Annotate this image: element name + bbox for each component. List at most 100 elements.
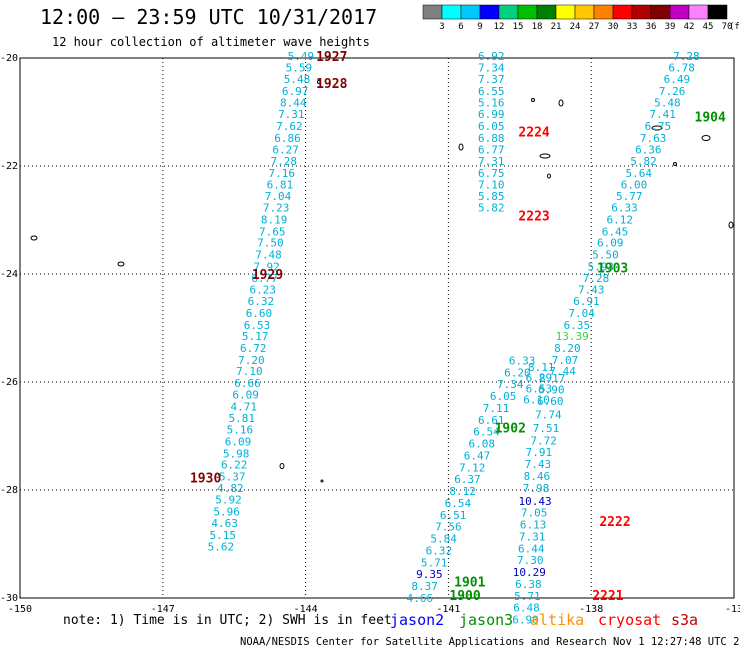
swh-label: 6.97 <box>282 85 309 98</box>
x-tick-label: -150 <box>8 604 32 615</box>
island-13 <box>320 479 324 483</box>
swh-label: 5.15 <box>210 529 237 542</box>
swh-label: 5.16 <box>227 424 254 437</box>
swh-label: 7.26 <box>659 85 686 98</box>
swh-label: 4.71 <box>230 400 257 413</box>
colorbar-swatch <box>574 4 595 20</box>
swh-label: 5.62 <box>208 541 235 554</box>
swh-label: 6.77 <box>478 143 505 156</box>
swh-label: 7.16 <box>269 167 296 180</box>
island-6 <box>558 99 564 107</box>
pass-label: 1929 <box>252 268 283 283</box>
colorbar-label: 42 <box>684 22 695 32</box>
island-1 <box>30 235 38 241</box>
swh-label: 7.44 <box>549 365 576 378</box>
swh-label: 6.10 <box>523 393 550 406</box>
swh-label: 7.34 <box>497 378 524 391</box>
swh-label: 6.61 <box>478 414 505 427</box>
swh-label: 6.54 <box>473 426 500 439</box>
colorbar-swatch <box>498 4 519 20</box>
colorbar-label: 18 <box>532 22 543 32</box>
swh-label: 6.08 <box>468 438 495 451</box>
swh-label: 7.74 <box>535 408 562 421</box>
swh-label: 4.63 <box>211 517 238 530</box>
colorbar-label: 30 <box>608 22 619 32</box>
swh-label: 7.04 <box>265 190 292 203</box>
swh-label: 6.92 <box>478 50 505 63</box>
swh-label: 7.28 <box>583 272 610 285</box>
swh-label: 7.51 <box>533 422 560 435</box>
colorbar-swatch <box>707 4 728 20</box>
swh-label: 6.48 <box>513 602 540 615</box>
pass-label: 2223 <box>518 210 549 225</box>
swh-label: 7.72 <box>530 434 557 447</box>
pass-label: 1904 <box>695 110 726 125</box>
swh-label: 6.09 <box>232 388 259 401</box>
satellite-legend-item: s3a <box>671 611 698 629</box>
pass-label: 2221 <box>592 589 623 604</box>
swh-label: 8.37 <box>411 580 438 593</box>
footer-text: NOAA/NESDIS Center for Satellite Applica… <box>240 636 740 648</box>
swh-label: 10.29 <box>513 566 546 579</box>
colorbar-swatch <box>593 4 614 20</box>
pass-label: 2222 <box>599 515 630 530</box>
swh-label: 6.55 <box>478 85 505 98</box>
swh-label: 5.93 <box>587 260 614 273</box>
colorbar-label: 12 <box>494 22 505 32</box>
swh-label: 7.43 <box>525 458 552 471</box>
swh-label: 7.10 <box>478 178 505 191</box>
island-5 <box>539 153 551 159</box>
swh-label: 5.16 <box>478 96 505 109</box>
grid <box>20 58 734 598</box>
swh-label: 7.43 <box>578 284 605 297</box>
pass-label: 1901 <box>454 575 485 590</box>
colorbar-swatch <box>536 4 557 20</box>
plot-frame <box>19 57 735 599</box>
colorbar-swatch <box>441 4 462 20</box>
swh-label: 6.09 <box>597 237 624 250</box>
swh-label: 10.43 <box>518 495 551 508</box>
swh-label: 6.60 <box>537 395 564 408</box>
swh-label: 7.28 <box>270 155 297 168</box>
swh-label: 6.20 <box>504 366 531 379</box>
swh-label: 7.34 <box>478 62 505 75</box>
swh-label: 5.71 <box>421 556 448 569</box>
pass-label: 1902 <box>495 421 526 436</box>
colorbar-label: 3 <box>439 22 444 32</box>
x-tick-label: -144 <box>294 604 318 615</box>
colorbar-swatch <box>460 4 481 20</box>
island-7 <box>531 98 535 102</box>
swh-label: 6.29 <box>526 372 553 385</box>
swh-label: 5.77 <box>616 190 643 203</box>
swh-label: 6.35 <box>564 319 591 332</box>
swh-label: 6.72 <box>240 342 267 355</box>
swh-label: 6.09 <box>225 435 252 448</box>
swh-label: 6.13 <box>520 519 547 532</box>
swh-label: 7.31 <box>278 108 305 121</box>
swh-label: 6.75 <box>478 167 505 180</box>
colorbar-label: 15 <box>513 22 524 32</box>
swh-label: 5.17 <box>242 330 269 343</box>
swh-label: 8.44 <box>280 96 307 109</box>
swh-label: 6.12 <box>607 213 634 226</box>
pass-label: 1928 <box>316 77 347 92</box>
swh-label: 6.66 <box>234 377 261 390</box>
swh-label: 7.92 <box>253 260 280 273</box>
colorbar-label: 45 <box>703 22 714 32</box>
satellite-legend-item: jason2 <box>390 611 444 629</box>
colorbar-unit: (ft) <box>729 22 740 32</box>
swh-label: 7.65 <box>259 225 286 238</box>
x-tick-label: -138 <box>579 604 603 615</box>
swh-label: 6.78 <box>668 62 695 75</box>
x-tick-label: -141 <box>436 604 460 615</box>
swh-label: 6.27 <box>272 143 299 156</box>
swh-label: 6.47 <box>464 449 491 462</box>
pass-label: 1930 <box>190 472 221 487</box>
swh-label: 6.33 <box>509 354 536 367</box>
swh-label: 6.51 <box>440 509 467 522</box>
swh-label: 7.98 <box>523 482 550 495</box>
colorbar-swatch <box>517 4 538 20</box>
colorbar-swatch <box>612 4 633 20</box>
chart-title: 12:00 — 23:59 UTC 10/31/2017 <box>40 5 377 29</box>
